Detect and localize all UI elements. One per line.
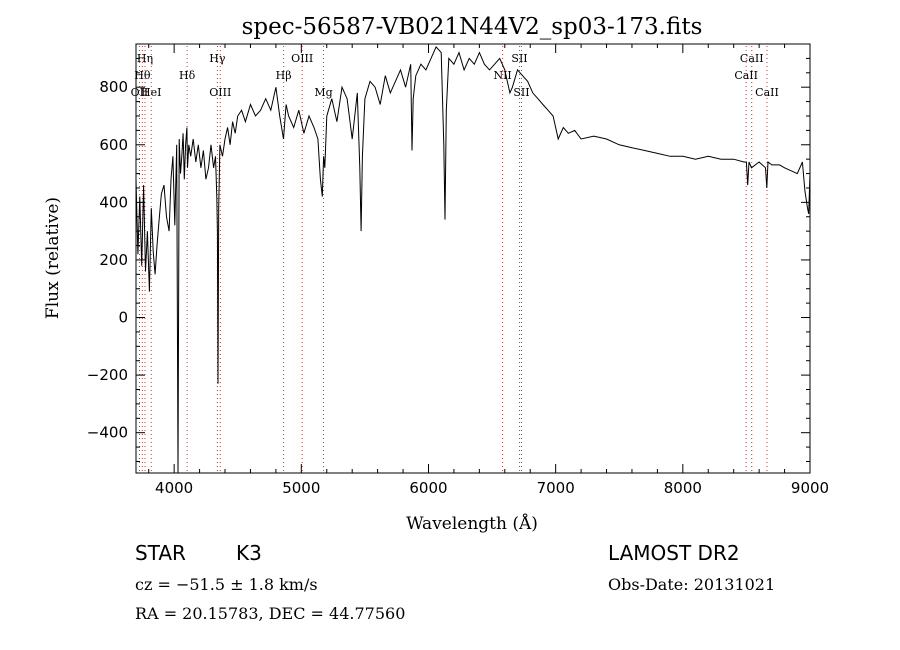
marker-label-4: Hδ <box>179 69 196 82</box>
plot-frame <box>135 43 811 474</box>
observation-date: Obs-Date: 20131021 <box>608 575 775 594</box>
x-tick-label: 8000 <box>664 479 702 497</box>
marker-label-2: Hη <box>137 52 153 65</box>
marker-label-0: OII <box>131 86 149 99</box>
redshift-velocity: cz = −51.5 ± 1.8 km/s <box>135 575 318 594</box>
y-axis-label: Flux (relative) <box>43 197 63 319</box>
marker-label-13: CaII <box>734 69 758 82</box>
sky-coordinates: RA = 20.15783, DEC = 44.77560 <box>135 604 405 623</box>
object-type: STAR <box>135 541 186 565</box>
x-axis-ticks: 4000 5000 6000 7000 8000 9000 <box>148 44 829 497</box>
marker-label-3: HeI <box>141 86 161 99</box>
y-axis-ticks: −400 −200 0 200 400 600 800 <box>87 57 810 462</box>
y-tick-label: −400 <box>87 424 128 442</box>
x-tick-label: 7000 <box>537 479 575 497</box>
marker-label-9: Mg <box>314 86 332 99</box>
marker-label-15: CaII <box>755 86 779 99</box>
y-tick-label: 800 <box>99 78 128 96</box>
marker-label-7: Hβ <box>276 69 292 82</box>
x-tick-label: 4000 <box>155 479 193 497</box>
y-tick-label: 600 <box>99 136 128 154</box>
marker-label-8: OIII <box>291 52 313 65</box>
object-subclass: K3 <box>236 541 262 565</box>
marker-label-12: SII <box>513 86 529 99</box>
x-axis-label: Wavelength (Å) <box>406 513 538 534</box>
y-tick-label: −200 <box>87 366 128 384</box>
survey-name: LAMOST DR2 <box>608 541 740 565</box>
marker-label-6: OIII <box>209 86 231 99</box>
x-tick-label: 9000 <box>791 479 829 497</box>
marker-label-11: SII <box>511 52 527 65</box>
spectral-line-markers <box>138 46 768 471</box>
x-tick-label: 6000 <box>409 479 447 497</box>
marker-label-10: NII <box>493 69 511 82</box>
marker-label-1: Hθ <box>134 69 151 82</box>
chart-title: spec-56587-VB021N44V2_sp03-173.fits <box>242 14 703 40</box>
x-tick-label: 5000 <box>282 479 320 497</box>
marker-label-5: Hγ <box>209 52 226 65</box>
y-tick-label: 400 <box>99 193 128 211</box>
y-tick-label: 200 <box>99 251 128 269</box>
y-tick-label: 0 <box>118 309 128 327</box>
marker-label-14: CaII <box>740 52 764 65</box>
spectrum-series-line <box>136 45 810 473</box>
